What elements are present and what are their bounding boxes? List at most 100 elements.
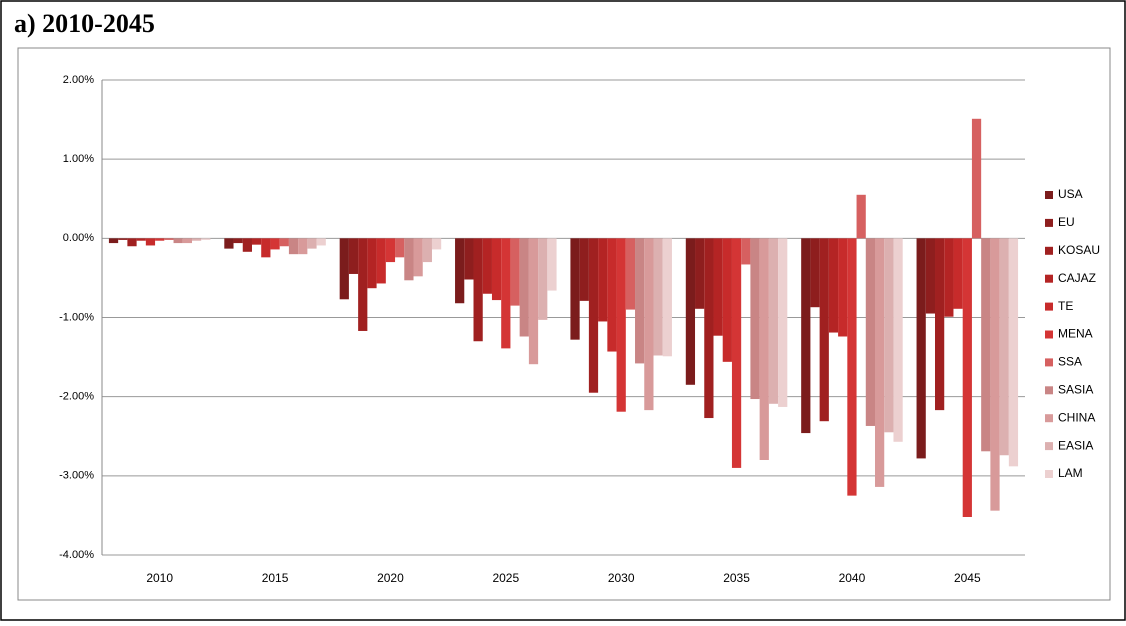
bar <box>953 238 963 309</box>
bar <box>136 238 146 241</box>
bar <box>1008 238 1019 467</box>
legend-swatch <box>1045 470 1053 478</box>
y-tick-label: -4.00% <box>59 549 94 561</box>
legend-swatch <box>1045 386 1053 395</box>
legend-swatch <box>1045 302 1053 311</box>
y-tick-label: -1.00% <box>59 311 94 323</box>
bar <box>413 238 423 277</box>
y-tick-label: -2.00% <box>59 391 94 403</box>
bar <box>279 238 289 247</box>
bar <box>713 238 723 336</box>
bar <box>108 238 119 244</box>
legend-swatch <box>1045 274 1053 283</box>
bar <box>455 238 465 304</box>
legend-label: CAJAZ <box>1058 271 1096 285</box>
bar <box>316 238 326 246</box>
legend-label: USA <box>1058 187 1083 201</box>
chart-title: a) 2010-2045 <box>14 9 155 38</box>
bar <box>155 238 165 241</box>
bar <box>856 194 866 239</box>
bar <box>801 238 811 434</box>
bar <box>298 238 308 255</box>
bar <box>944 238 954 317</box>
x-tick-label: 2040 <box>839 571 866 585</box>
bar <box>750 238 760 400</box>
bar <box>893 238 903 442</box>
bar <box>884 238 894 433</box>
bar <box>810 238 820 308</box>
bar <box>819 238 829 422</box>
x-tick-label: 2020 <box>377 571 404 585</box>
bar <box>528 238 539 365</box>
y-tick-label: 1.00% <box>63 153 94 165</box>
bar <box>570 238 580 340</box>
bar <box>251 238 262 245</box>
bar <box>367 238 377 289</box>
bar <box>731 238 742 468</box>
bar <box>662 238 672 357</box>
bar <box>270 238 280 250</box>
bar <box>224 238 234 249</box>
bar <box>118 238 128 240</box>
bar <box>473 238 483 342</box>
bar <box>741 238 751 265</box>
bar <box>935 238 945 411</box>
bar <box>145 238 156 246</box>
bar <box>999 238 1009 456</box>
bar <box>722 238 732 362</box>
bar <box>644 238 654 411</box>
legend-swatch <box>1045 358 1053 367</box>
x-tick-label: 2035 <box>723 571 750 585</box>
bar <box>768 238 779 404</box>
bar <box>547 238 557 291</box>
legend-label: MENA <box>1058 327 1093 341</box>
bar <box>510 238 520 306</box>
legend-label: SASIA <box>1058 382 1093 396</box>
bar <box>376 238 386 284</box>
legend-label: LAM <box>1058 466 1083 480</box>
y-tick-label: 2.00% <box>63 74 94 86</box>
bar <box>404 238 414 281</box>
bar <box>482 238 492 294</box>
bar <box>838 238 848 337</box>
legend-swatch <box>1045 246 1053 255</box>
x-tick-label: 2045 <box>954 571 981 585</box>
bar <box>242 238 252 252</box>
bar <box>695 238 705 309</box>
bar <box>538 238 548 320</box>
legend-label: SSA <box>1058 355 1082 369</box>
x-tick-label: 2010 <box>146 571 173 585</box>
bar <box>501 238 511 349</box>
legend-swatch <box>1045 191 1053 199</box>
bar <box>307 238 317 249</box>
bar <box>925 238 936 314</box>
bar <box>598 238 608 322</box>
bar <box>962 238 972 518</box>
x-tick-label: 2015 <box>262 571 289 585</box>
legend-swatch <box>1045 442 1053 451</box>
bar <box>127 238 137 247</box>
x-tick-label: 2030 <box>608 571 635 585</box>
legend-swatch <box>1045 414 1053 423</box>
bar <box>971 118 982 239</box>
x-tick-label: 2025 <box>492 571 519 585</box>
bar <box>339 238 349 300</box>
bar <box>865 238 876 426</box>
bar <box>704 238 714 419</box>
bar <box>635 238 645 364</box>
legend-label: TE <box>1058 299 1073 313</box>
bar <box>201 238 211 240</box>
bar <box>828 238 839 333</box>
bar <box>579 238 589 301</box>
bar <box>916 238 926 459</box>
bar <box>431 238 442 250</box>
bar <box>182 238 192 244</box>
bar <box>395 238 405 258</box>
bar <box>348 238 359 274</box>
legend-label: EU <box>1058 215 1075 229</box>
bar <box>981 238 991 452</box>
legend-label: KOSAU <box>1058 243 1100 257</box>
y-tick-label: -3.00% <box>59 470 94 482</box>
bar <box>385 238 396 263</box>
bar <box>778 238 788 407</box>
